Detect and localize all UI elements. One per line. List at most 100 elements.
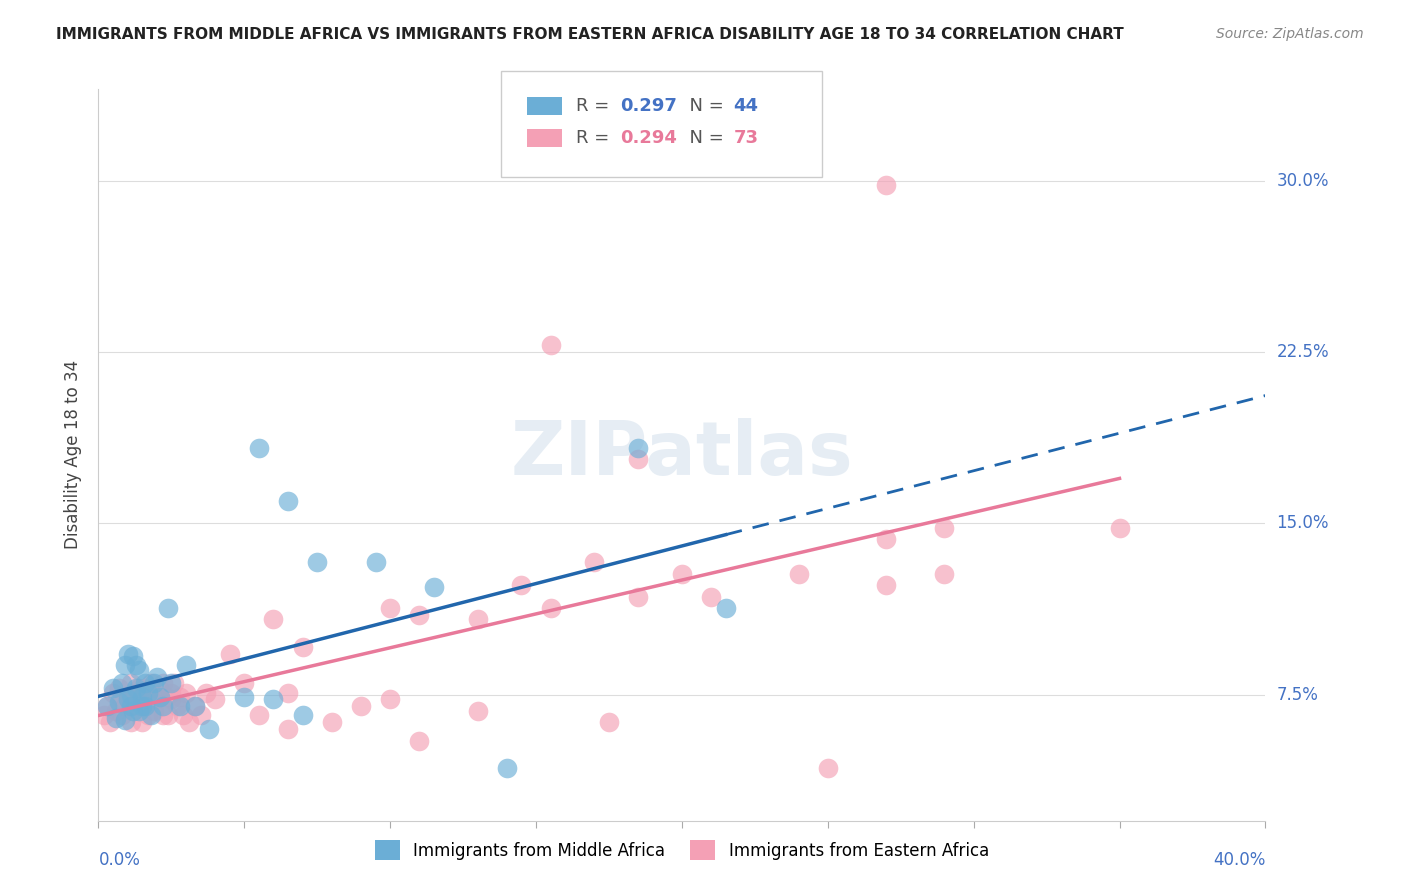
Point [125, 699, 148, 714]
Point [183, 699, 205, 714]
Point [125, 658, 148, 673]
Point [627, 452, 650, 467]
Point [134, 676, 156, 690]
Point [934, 521, 956, 535]
Legend: Immigrants from Middle Africa, Immigrants from Eastern Africa: Immigrants from Middle Africa, Immigrant… [368, 833, 995, 867]
Point [152, 699, 174, 714]
Point [598, 715, 620, 730]
Point [408, 607, 430, 622]
Point [510, 578, 533, 592]
Point [540, 601, 562, 615]
Point [146, 692, 169, 706]
Point [714, 601, 737, 615]
Point [627, 441, 650, 455]
Point [262, 692, 284, 706]
Point [195, 686, 218, 700]
Point [152, 676, 174, 690]
Point [117, 690, 139, 705]
Point [166, 699, 188, 714]
Point [111, 676, 134, 690]
Point [321, 715, 343, 730]
Text: 44: 44 [734, 97, 758, 115]
Text: 30.0%: 30.0% [1277, 171, 1329, 190]
Point [157, 601, 180, 615]
Point [277, 493, 299, 508]
Text: 73: 73 [734, 129, 758, 147]
Point [136, 708, 159, 723]
Text: Source: ZipAtlas.com: Source: ZipAtlas.com [1216, 27, 1364, 41]
Point [277, 686, 299, 700]
Y-axis label: Disability Age 18 to 34: Disability Age 18 to 34 [65, 360, 83, 549]
Point [198, 723, 221, 737]
Point [139, 692, 162, 706]
Point [117, 692, 139, 706]
Text: R =: R = [575, 97, 614, 115]
Point [408, 733, 430, 747]
Point [122, 704, 145, 718]
Point [131, 686, 153, 700]
Point [172, 708, 194, 723]
Text: 15.0%: 15.0% [1277, 515, 1329, 533]
Point [149, 683, 172, 698]
Point [233, 690, 256, 705]
Point [149, 690, 172, 705]
Point [364, 555, 387, 569]
Point [233, 676, 256, 690]
Text: 0.294: 0.294 [620, 129, 676, 147]
Point [262, 613, 284, 627]
FancyBboxPatch shape [527, 97, 562, 115]
Point [540, 338, 562, 352]
Point [190, 708, 212, 723]
Point [380, 601, 402, 615]
Point [142, 676, 165, 690]
Point [277, 723, 299, 737]
Point [583, 555, 606, 569]
Point [496, 761, 519, 775]
Point [98, 715, 121, 730]
Point [120, 688, 142, 702]
Point [128, 681, 150, 695]
Point [101, 686, 124, 700]
Point [183, 699, 205, 714]
Point [423, 581, 446, 595]
Point [467, 613, 489, 627]
Text: N =: N = [679, 129, 730, 147]
Point [139, 708, 162, 723]
Point [787, 566, 810, 581]
Point [96, 699, 118, 714]
Point [160, 692, 183, 706]
Point [627, 590, 650, 604]
Point [134, 681, 156, 695]
Text: 0.0%: 0.0% [98, 851, 141, 869]
Point [218, 647, 240, 661]
Point [307, 555, 329, 569]
Point [111, 692, 134, 706]
Point [247, 708, 270, 723]
Point [134, 699, 156, 714]
Point [671, 566, 693, 581]
Point [142, 704, 165, 718]
Point [111, 708, 134, 723]
Point [122, 686, 145, 700]
Point [114, 658, 136, 673]
Text: IMMIGRANTS FROM MIDDLE AFRICA VS IMMIGRANTS FROM EASTERN AFRICA DISABILITY AGE 1: IMMIGRANTS FROM MIDDLE AFRICA VS IMMIGRA… [56, 27, 1123, 42]
Text: R =: R = [575, 129, 614, 147]
Point [108, 681, 131, 695]
Point [117, 647, 139, 661]
Point [96, 699, 118, 714]
Point [875, 533, 897, 547]
Point [1108, 521, 1130, 535]
Point [875, 178, 897, 193]
Point [131, 699, 153, 714]
Point [204, 692, 226, 706]
Point [146, 670, 169, 684]
Point [122, 649, 145, 664]
Point [128, 704, 150, 718]
Point [93, 708, 115, 723]
Point [125, 681, 148, 695]
Text: 22.5%: 22.5% [1277, 343, 1329, 361]
Text: N =: N = [679, 97, 730, 115]
Point [134, 699, 156, 714]
Point [350, 699, 373, 714]
Point [108, 695, 131, 709]
